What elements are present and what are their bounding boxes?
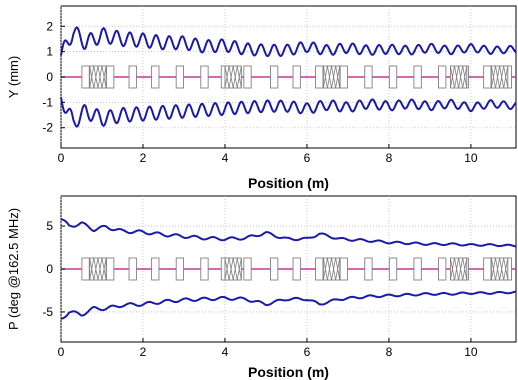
- cavity-element: [89, 65, 107, 89]
- x-axis-title: Position (m): [248, 175, 329, 191]
- solenoid-element: [315, 65, 324, 89]
- cavity-cell-lines: [322, 65, 341, 89]
- solenoid-element: [151, 257, 160, 281]
- solenoid-element: [151, 65, 160, 89]
- cavity-element: [224, 65, 242, 89]
- solenoid-element: [364, 257, 373, 281]
- solenoid-element: [483, 257, 492, 281]
- solenoid-element: [128, 257, 137, 281]
- solenoid-element: [106, 257, 115, 281]
- cavity-element: [490, 257, 509, 281]
- solenoid-element: [81, 257, 90, 281]
- lower-envelope-line: [60, 290, 517, 320]
- cavity-cell-lines: [491, 257, 509, 281]
- solenoid-element: [483, 65, 492, 89]
- cavity-cell-lines: [491, 65, 509, 89]
- cavity-cell-lines: [89, 65, 107, 89]
- x-tick-label: 8: [386, 151, 393, 165]
- upper-envelope-line: [60, 26, 517, 58]
- solenoid-element: [339, 257, 348, 281]
- solenoid-element: [200, 257, 209, 281]
- cavity-cell-lines: [322, 257, 341, 281]
- cavity-element: [490, 65, 509, 89]
- solenoid-element: [175, 257, 185, 281]
- solenoid-element: [413, 65, 422, 89]
- solenoid-element: [270, 65, 279, 89]
- cavity-element: [449, 257, 468, 281]
- y-tick-label: -2: [42, 121, 53, 135]
- x-tick-label: 10: [464, 151, 478, 165]
- solenoid-element: [200, 65, 209, 89]
- x-tick-label: 10: [464, 345, 478, 359]
- cavity-cell-lines: [89, 257, 107, 281]
- solenoid-element: [388, 257, 398, 281]
- x-tick-label: 6: [304, 151, 311, 165]
- solenoid-element: [413, 257, 422, 281]
- solenoid-element: [128, 65, 137, 89]
- top-chart-panel: 0 2 4 6 8 10 -2 -1 0 1 2 Position (m) Y (mm): [6, 5, 517, 191]
- solenoid-element: [243, 257, 252, 281]
- solenoid-element: [438, 257, 447, 281]
- upper-envelope-line: [60, 218, 517, 248]
- solenoid-element: [243, 65, 252, 89]
- solenoid-element: [270, 257, 279, 281]
- y-tick-label: 0: [46, 70, 53, 84]
- solenoid-element: [388, 65, 398, 89]
- cavity-element: [89, 257, 107, 281]
- y-tick-label: 1: [46, 45, 53, 59]
- y-tick-label: -5: [42, 305, 53, 319]
- x-tick-label: 0: [58, 151, 65, 165]
- solenoid-element: [364, 65, 373, 89]
- y-tick-label: 5: [46, 219, 53, 233]
- y-axis-title: P (deg @162.5 MHz): [6, 208, 21, 330]
- x-tick-label: 6: [304, 345, 311, 359]
- cavity-element: [322, 257, 341, 281]
- y-axis-title: Y (mm): [6, 56, 21, 98]
- solenoid-element: [175, 65, 185, 89]
- solenoid-element: [106, 65, 115, 89]
- solenoid-element: [315, 257, 324, 281]
- cavity-element: [449, 65, 468, 89]
- solenoid-element: [339, 65, 348, 89]
- x-tick-label: 2: [140, 345, 147, 359]
- x-tick-label: 2: [140, 151, 147, 165]
- y-tick-label: 0: [46, 262, 53, 276]
- cavity-cell-lines: [450, 65, 468, 89]
- y-tick-label: -1: [42, 95, 53, 109]
- y-tick-label: 2: [46, 19, 53, 33]
- lower-envelope-line: [60, 97, 517, 128]
- cavity-cell-lines: [224, 65, 242, 89]
- cavity-cell-lines: [450, 257, 468, 281]
- cavity-cell-lines: [224, 257, 242, 281]
- x-tick-label: 0: [58, 345, 65, 359]
- x-tick-label: 4: [222, 151, 229, 165]
- bottom-chart-panel: 0 2 4 6 8 10 -5 0 5 Position (m) P (deg @162.5 MHz…: [6, 195, 517, 380]
- solenoid-element: [81, 65, 90, 89]
- x-tick-label: 4: [222, 345, 229, 359]
- x-axis-title: Position (m): [248, 364, 329, 380]
- x-tick-label: 8: [386, 345, 393, 359]
- solenoid-element: [292, 65, 301, 89]
- cavity-element: [322, 65, 341, 89]
- cavity-element: [224, 257, 242, 281]
- solenoid-element: [292, 257, 301, 281]
- solenoid-element: [438, 65, 447, 89]
